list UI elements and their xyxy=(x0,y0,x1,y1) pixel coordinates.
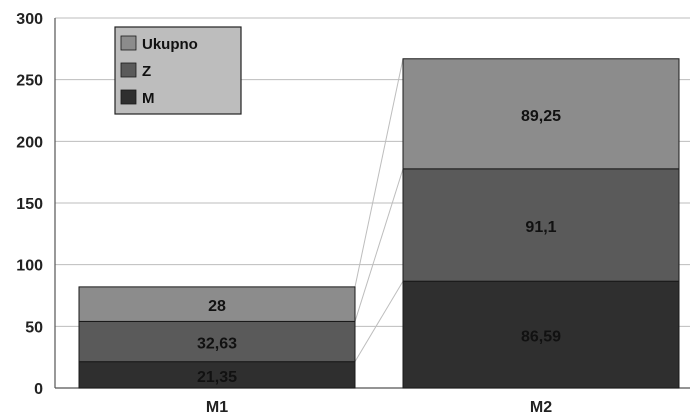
y-tick-label: 0 xyxy=(34,381,43,398)
legend: Ukupno ZM xyxy=(114,26,242,115)
data-label: 89,25 xyxy=(521,108,561,125)
data-label: 86,59 xyxy=(521,329,561,346)
series-connector-lines xyxy=(354,58,404,362)
data-labels: 21,35 32,63 28 86,59 91,1 89,25 xyxy=(197,108,561,386)
bar-segment-ukupno-m2 xyxy=(402,58,680,170)
legend-label-z: Z xyxy=(142,63,151,80)
data-label: 32,63 xyxy=(197,336,237,353)
y-tick-label: 200 xyxy=(16,134,43,151)
bar-segment-z-m2 xyxy=(402,168,680,282)
y-tick-label: 250 xyxy=(16,73,43,90)
bar-segment-m-m1 xyxy=(78,361,356,389)
legend-swatch-m xyxy=(120,89,137,105)
data-label: 21,35 xyxy=(197,369,237,386)
bar-segment-ukupno-m1 xyxy=(78,286,356,322)
data-label: 91,1 xyxy=(525,219,556,236)
connector-line xyxy=(354,280,404,362)
legend-swatch-ukupno xyxy=(120,35,137,51)
y-axis: 0 50 100 150 200 250 300 xyxy=(16,11,56,398)
y-tick-label: 50 xyxy=(25,319,43,336)
connector-line xyxy=(354,168,404,322)
x-category-label: M1 xyxy=(206,399,228,416)
bar-segment-m-m2 xyxy=(402,280,680,389)
y-tick-label: 150 xyxy=(16,196,43,213)
x-category-label: M2 xyxy=(530,399,552,416)
legend-label-ukupno: Ukupno xyxy=(142,36,198,53)
connector-line xyxy=(354,58,404,287)
y-tick-label: 100 xyxy=(16,258,43,275)
data-label: 28 xyxy=(208,298,226,315)
legend-swatch-z xyxy=(120,62,137,78)
legend-label-m: M xyxy=(142,90,155,107)
bars xyxy=(78,58,680,389)
x-axis: M1 M2 xyxy=(206,399,552,416)
bar-segment-z-m1 xyxy=(78,320,356,363)
y-tick-label: 300 xyxy=(16,11,43,28)
